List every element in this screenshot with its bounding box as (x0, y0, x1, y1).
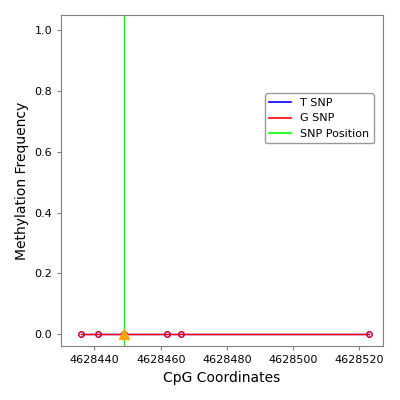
X-axis label: CpG Coordinates: CpG Coordinates (163, 371, 281, 385)
Legend: T SNP, G SNP, SNP Position: T SNP, G SNP, SNP Position (265, 94, 374, 144)
Y-axis label: Methylation Frequency: Methylation Frequency (15, 102, 29, 260)
